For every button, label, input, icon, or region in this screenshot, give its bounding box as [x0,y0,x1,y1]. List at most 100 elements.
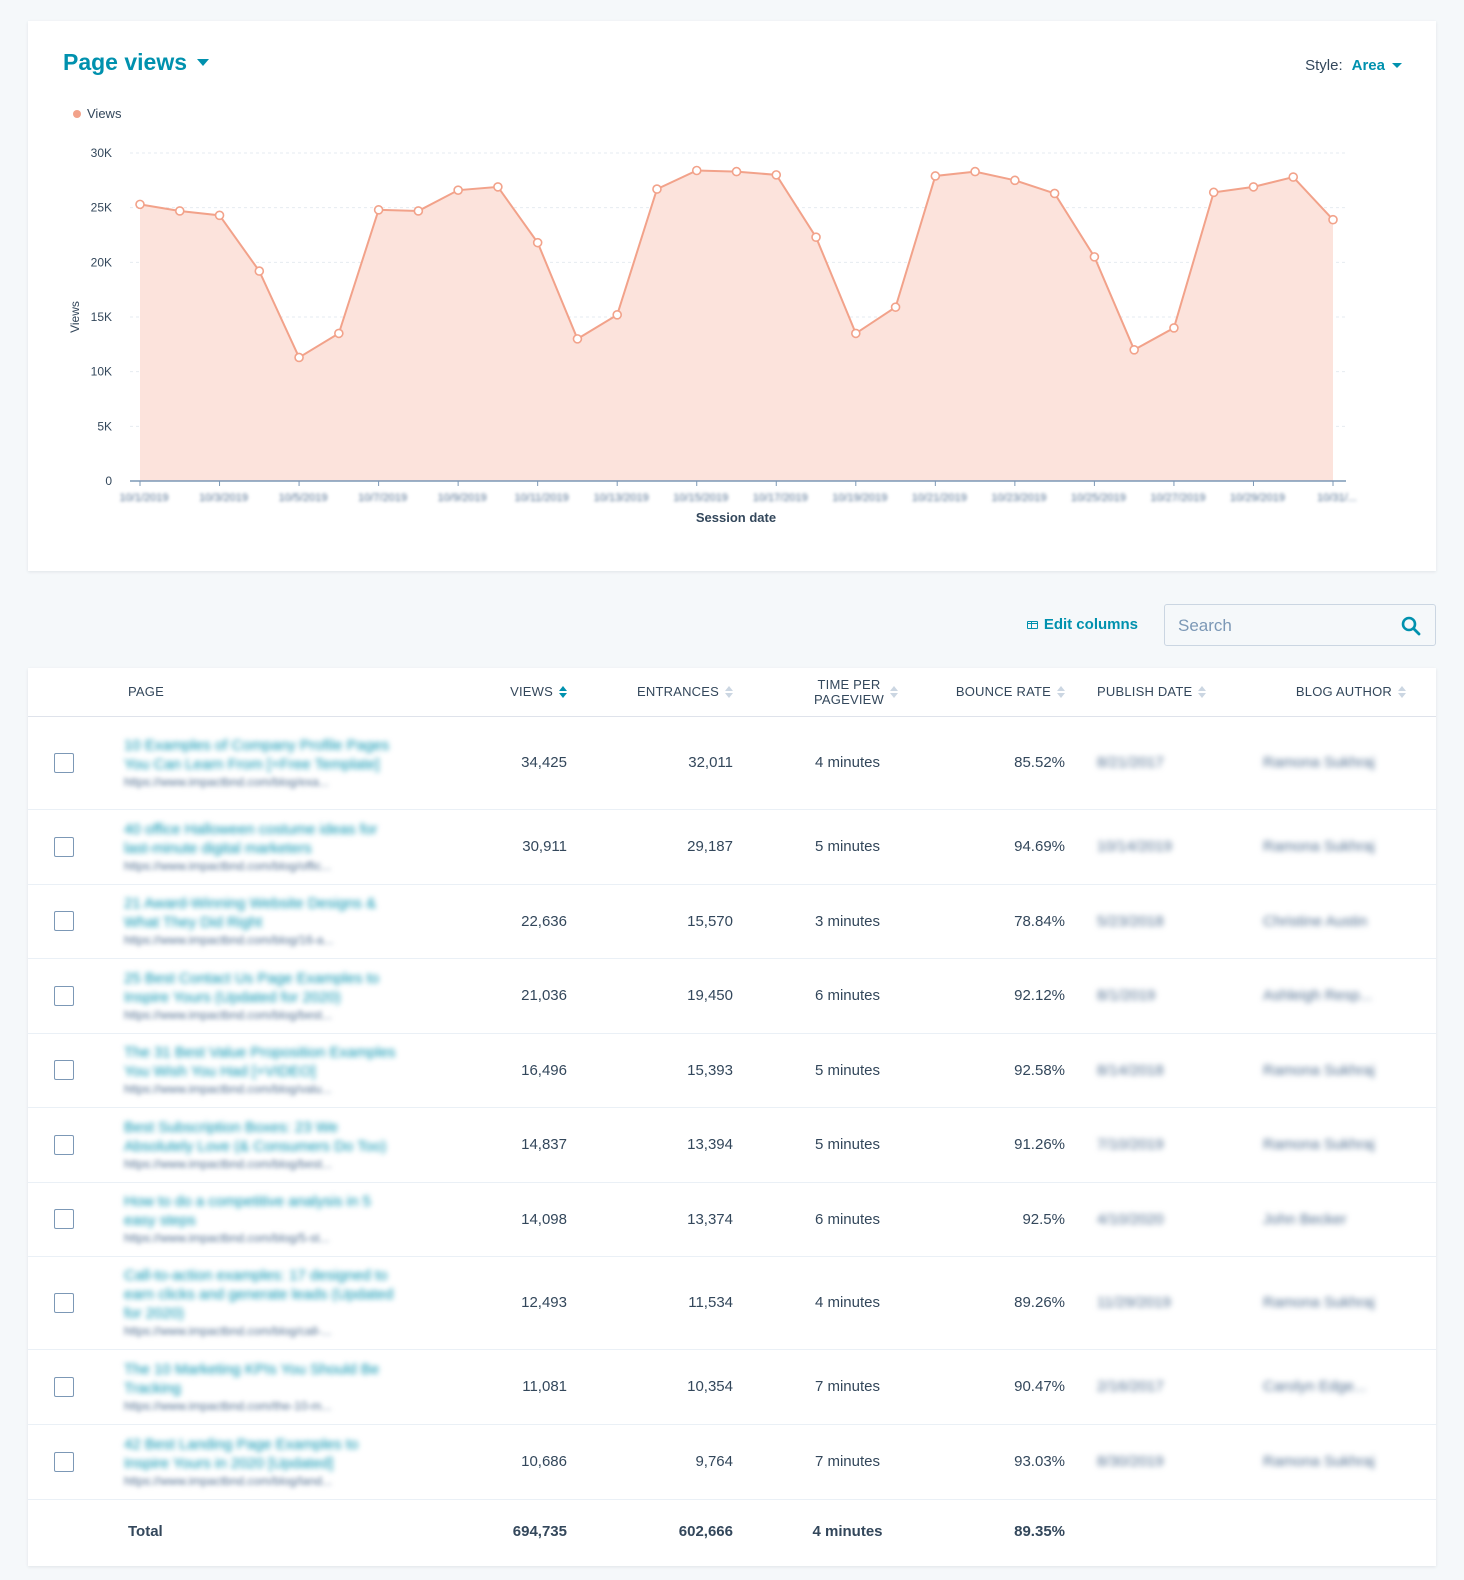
columns-icon [1026,620,1038,629]
data-point [174,206,185,216]
data-point [1169,323,1179,333]
y-tick-label: 5K [97,419,112,433]
views-cell: 14,098 [426,1182,583,1257]
time-per-pageview-cell: 4 minutes [749,716,914,810]
legend-label-views: Views [87,106,122,121]
page-title-link[interactable]: How to do a competitive analysis in 5 ea… [124,1193,371,1229]
blog-author: Ashleigh Resp... [1263,987,1373,1004]
column-header-publish-date[interactable]: PUBLISH DATE [1081,668,1233,717]
edit-columns-button[interactable]: Edit columns [1026,616,1138,633]
x-tick-label: 10/5/2019 [279,492,328,504]
bounce-rate-cell: 91.26% [914,1107,1081,1183]
column-header-bounce-rate[interactable]: BOUNCE RATE [914,668,1081,717]
time-per-pageview-cell: 7 minutes [749,1424,914,1500]
publish-date-cell: 8/1/2019 [1081,958,1233,1034]
chart-title: Page views [63,49,188,75]
row-checkbox[interactable] [54,911,74,931]
page-title-link[interactable]: The 31 Best Value Proposition Examples Y… [124,1044,396,1080]
time-per-pageview-cell: 3 minutes [749,884,914,959]
blog-author-cell: Ramona Sukhraj [1233,1033,1436,1108]
data-point [413,206,424,216]
select-column-header [28,668,112,717]
blog-author: Christine Austin [1263,912,1368,930]
search-input[interactable] [1176,605,1400,647]
data-point [135,199,145,210]
x-tick-label: 10/19/2019 [832,492,887,504]
data-point [1328,214,1338,225]
table-row: 21 Award-Winning Website Designs & What … [28,884,1436,959]
page-url: https://www.impactbnd.com/blog/best... [124,1007,333,1022]
style-dropdown[interactable]: Area [1352,57,1402,74]
chart-style-picker: Style: Area [1305,57,1402,74]
page-url: https://www.impactbnd.com/blog/land... [124,1473,333,1488]
column-header-views[interactable]: VIEWS [426,668,583,717]
page-cell: 21 Award-Winning Website Designs & What … [112,884,426,959]
search-icon[interactable] [1401,616,1421,636]
publish-date: 7/10/2019 [1097,1136,1164,1153]
column-header-entrances[interactable]: ENTRANCES [583,668,749,717]
data-point [1089,252,1100,262]
page-title-link[interactable]: Call-to-action examples: 17 designed to … [124,1267,394,1322]
page-title-link[interactable]: 25 Best Contact Us Page Examples to Insp… [124,969,380,1006]
entrances-cell: 15,393 [583,1033,749,1108]
pages-table: PAGE VIEWS ENTRANCES [28,668,1436,1563]
page-url: https://www.impactbnd.com/blog/call-... [124,1324,332,1338]
row-checkbox[interactable] [54,752,74,773]
x-tick-label: 10/13/2019 [594,492,649,504]
bounce-rate-cell: 85.52% [914,716,1081,810]
table-row: How to do a competitive analysis in 5 ea… [28,1182,1436,1257]
page-url: https://www.impactbnd.com/blog/best... [124,1156,333,1171]
publish-date: 11/29/2019 [1097,1294,1171,1311]
area-chart: 0 5K 10K 15K 20K 25K 30K 10/1/2019 10/3/2019 10/5… [68,106,1357,525]
views-cell: 12,493 [426,1256,583,1350]
x-tick-label: 10/23/2019 [991,492,1046,504]
publish-date: 2/16/2017 [1097,1378,1164,1395]
row-checkbox[interactable] [54,1292,74,1313]
data-point [811,232,821,242]
row-checkbox[interactable] [54,1209,74,1229]
sort-icon [1398,685,1406,698]
area-fill [140,170,1333,481]
publish-date-cell: 2/16/2017 [1081,1349,1233,1425]
row-checkbox[interactable] [54,985,74,1006]
publish-date-cell: 11/29/2019 [1081,1256,1233,1350]
row-checkbox-cell [28,1349,112,1425]
blog-author: Ramona Sukhraj [1263,1453,1375,1470]
bounce-rate-cell: 90.47% [914,1349,1081,1425]
data-point [1248,182,1259,192]
page-title-link[interactable]: 42 Best Landing Page Examples to Inspire… [124,1435,359,1472]
row-checkbox[interactable] [54,1060,74,1080]
page-title-link[interactable]: 21 Award-Winning Website Designs & What … [124,895,377,931]
row-checkbox[interactable] [54,1134,74,1155]
blog-author-cell: Ramona Sukhraj [1233,809,1436,885]
page-title-link[interactable]: 40 office Halloween costume ideas for la… [124,820,378,857]
data-point [1129,344,1139,355]
entrances-cell: 10,354 [583,1349,749,1425]
page-views-chart-card: Page views Style: Area 0 5K 10K 15K 20K 25K 30… [28,21,1436,571]
blog-author-cell: Ramona Sukhraj [1233,1107,1436,1183]
table-row: 25 Best Contact Us Page Examples to Insp… [28,958,1436,1034]
row-checkbox[interactable] [54,836,74,857]
column-header-blog-author[interactable]: BLOG AUTHOR [1233,668,1436,717]
pages-table-card: PAGE VIEWS ENTRANCES [28,668,1436,1566]
page-title-link[interactable]: Best Subscription Boxes: 23 We Absolutel… [124,1118,387,1155]
column-header-time-per-pageview[interactable]: TIME PER PAGEVIEW [749,668,914,717]
data-point [890,302,901,312]
row-checkbox[interactable] [54,1451,74,1472]
publish-date-cell: 8/21/2017 [1081,716,1233,810]
page-cell: 40 office Halloween costume ideas for la… [112,809,426,885]
blog-author: Ramona Sukhraj [1263,1294,1375,1311]
views-cell: 11,081 [426,1349,583,1425]
page-title-link[interactable]: The 10 Marketing KPIs You Should Be Trac… [124,1360,380,1397]
blog-author: Carolyn Edge... [1263,1378,1367,1395]
x-tick-label: 10/7/2019 [358,492,407,504]
blog-author: Ramona Sukhraj [1263,838,1375,855]
time-per-pageview-cell: 5 minutes [749,1033,914,1108]
data-point [453,185,463,195]
page-title-link[interactable]: 10 Examples of Company Profile Pages You… [124,736,390,773]
row-checkbox[interactable] [54,1376,74,1397]
entrances-cell: 32,011 [583,716,749,810]
legend-marker-views [73,110,81,118]
x-tick-label: 10/3/2019 [199,492,248,504]
metric-dropdown[interactable]: Page views [63,49,210,76]
